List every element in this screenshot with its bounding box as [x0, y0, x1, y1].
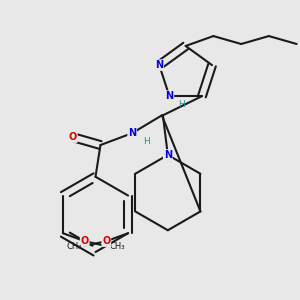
Text: H: H [143, 136, 149, 146]
Text: CH₃: CH₃ [110, 242, 125, 250]
Text: N: N [128, 128, 136, 138]
Text: N: N [165, 91, 173, 101]
Text: N: N [164, 150, 172, 160]
Text: O: O [102, 236, 110, 246]
Text: H: H [178, 100, 184, 109]
Text: N: N [155, 60, 163, 70]
Text: O: O [81, 236, 89, 246]
Text: CH₃: CH₃ [66, 242, 82, 250]
Text: O: O [69, 132, 77, 142]
